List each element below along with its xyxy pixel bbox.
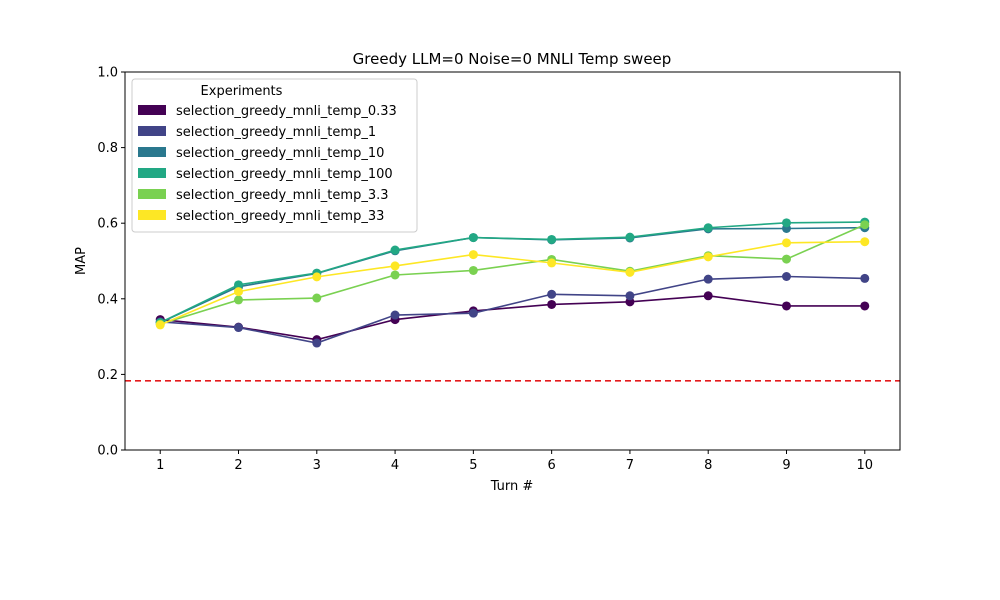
- legend-label: selection_greedy_mnli_temp_100: [176, 167, 393, 182]
- x-tick-label: 5: [469, 458, 477, 473]
- data-point: [234, 287, 244, 297]
- data-point: [703, 291, 713, 301]
- data-point: [860, 220, 870, 230]
- series-5: [155, 237, 870, 330]
- data-point: [860, 273, 870, 283]
- legend-swatch: [138, 126, 166, 136]
- data-point: [468, 250, 478, 260]
- data-point: [547, 258, 557, 268]
- x-axis: 1 2 3 4 5 6 7 8 9 10: [156, 450, 873, 473]
- y-tick-label: 0.6: [97, 217, 118, 232]
- data-point: [155, 320, 165, 330]
- data-point: [312, 272, 322, 282]
- y-tick-label: 0.4: [97, 292, 118, 307]
- data-point: [312, 293, 322, 303]
- x-tick-label: 8: [704, 458, 712, 473]
- y-tick-label: 0.8: [97, 141, 118, 156]
- x-tick-label: 10: [856, 458, 873, 473]
- data-point: [703, 223, 713, 233]
- series-line: [160, 275, 865, 344]
- x-axis-label: Turn #: [490, 479, 534, 494]
- x-tick-label: 4: [391, 458, 399, 473]
- x-tick-label: 6: [548, 458, 556, 473]
- data-point: [781, 271, 791, 281]
- legend-frame: [131, 78, 418, 233]
- data-point: [468, 308, 478, 318]
- legend-title: Experiments: [201, 84, 283, 99]
- data-point: [703, 252, 713, 262]
- data-point: [781, 238, 791, 248]
- y-tick-label: 1.0: [97, 66, 118, 81]
- legend-swatch: [138, 189, 166, 199]
- series-line: [160, 294, 865, 341]
- legend-label: selection_greedy_mnli_temp_1: [176, 125, 376, 140]
- data-point: [781, 301, 791, 311]
- data-point: [781, 254, 791, 264]
- data-point: [390, 245, 400, 255]
- data-point: [390, 270, 400, 280]
- legend-swatch: [138, 105, 166, 115]
- series-line: [159, 221, 865, 324]
- legend-label: selection_greedy_mnli_temp_3.3: [176, 188, 389, 203]
- plot-frame: [124, 71, 901, 451]
- legend: Experiments selection_greedy_mnli_temp_0.…: [131, 78, 418, 233]
- y-axis: 0.0 0.2 0.4 0.6 0.8 1.0: [97, 66, 125, 459]
- y-tick-label: 0.0: [97, 444, 118, 459]
- series-0: [155, 291, 870, 345]
- x-tick-label: 7: [626, 458, 634, 473]
- x-tick-label: 2: [234, 458, 242, 473]
- data-point: [390, 261, 400, 271]
- data-point: [781, 218, 791, 228]
- data-point: [547, 289, 557, 299]
- data-point: [468, 265, 478, 275]
- data-point: [860, 301, 870, 311]
- legend-swatch: [138, 147, 166, 157]
- plot-area: [125, 217, 900, 382]
- series-line: [159, 223, 866, 325]
- x-tick-label: 9: [782, 458, 790, 473]
- y-axis-label: MAP: [74, 247, 89, 275]
- series-line: [159, 240, 865, 326]
- data-point: [312, 338, 322, 348]
- data-point: [468, 233, 478, 243]
- data-point: [703, 274, 713, 284]
- data-point: [547, 234, 557, 244]
- legend-swatch: [138, 168, 166, 178]
- legend-swatch: [138, 210, 166, 220]
- data-point: [234, 295, 244, 305]
- data-point: [625, 291, 635, 301]
- series-1: [155, 271, 870, 348]
- data-point: [625, 232, 635, 242]
- data-point: [547, 299, 557, 309]
- y-tick-label: 0.2: [97, 368, 118, 383]
- series-4: [155, 220, 870, 329]
- legend-label: selection_greedy_mnli_temp_0.33: [176, 104, 397, 119]
- chart-title: Greedy LLM=0 Noise=0 MNLI Temp sweep: [353, 50, 672, 68]
- data-point: [390, 310, 400, 320]
- data-point: [234, 280, 244, 290]
- x-tick-label: 3: [313, 458, 321, 473]
- x-tick-label: 1: [156, 458, 164, 473]
- series-3: [155, 217, 870, 328]
- legend-label: selection_greedy_mnli_temp_10: [176, 146, 384, 161]
- data-point: [625, 267, 635, 277]
- legend-label: selection_greedy_mnli_temp_33: [176, 209, 384, 224]
- data-point: [234, 323, 244, 333]
- data-point: [860, 237, 870, 247]
